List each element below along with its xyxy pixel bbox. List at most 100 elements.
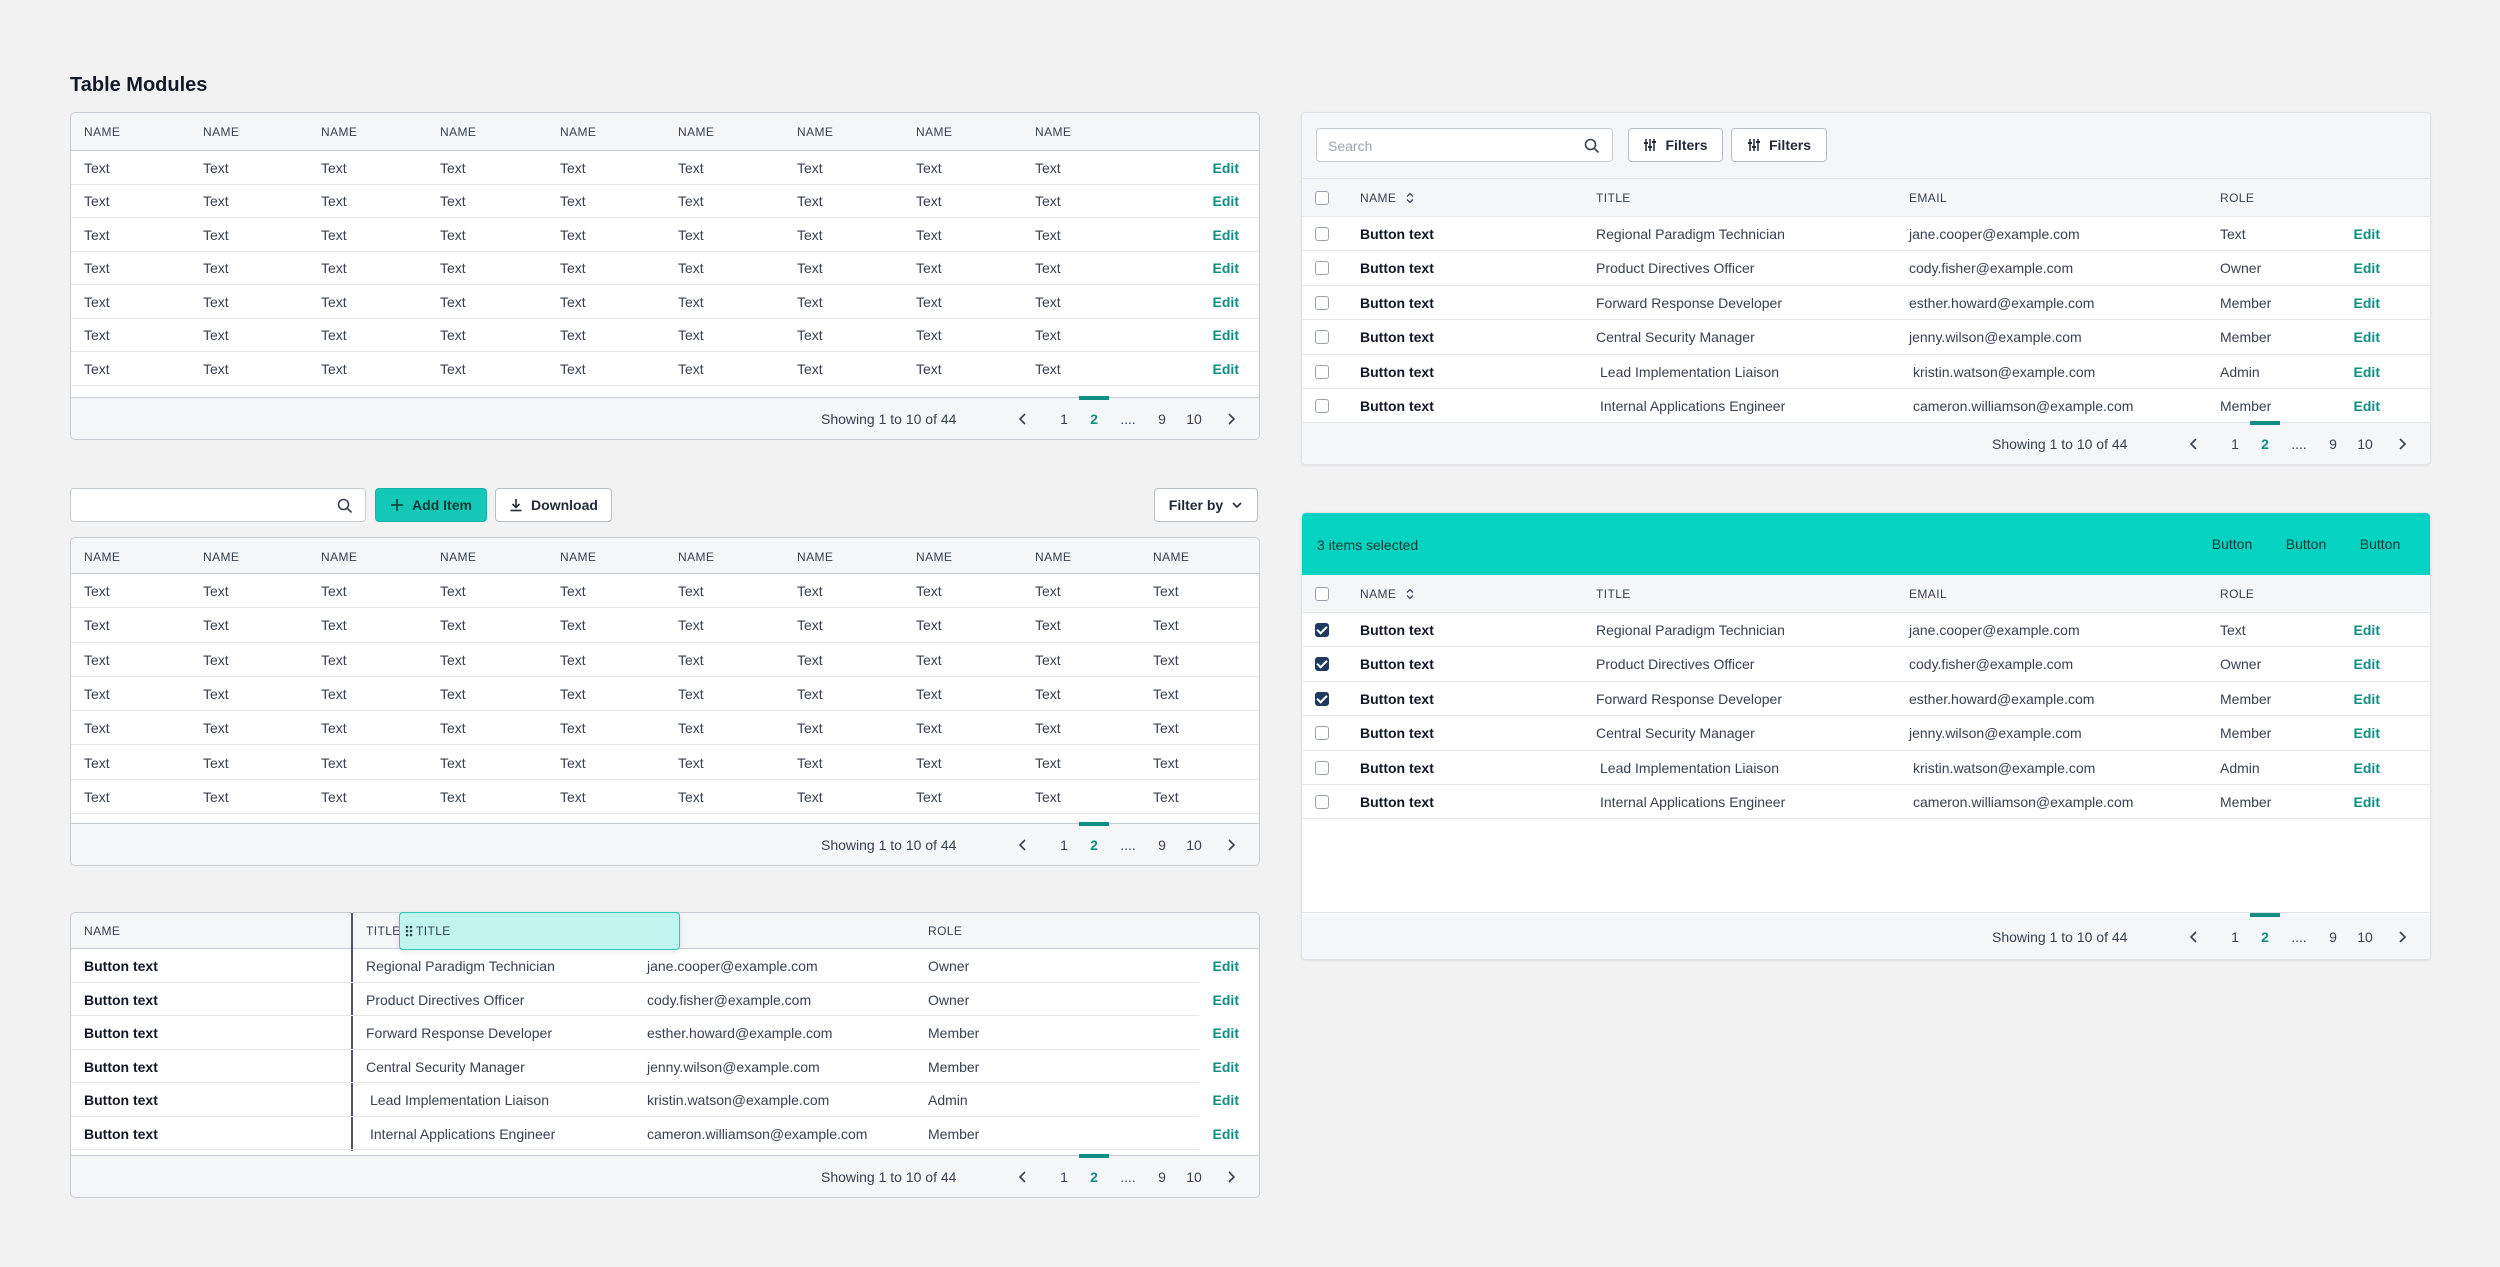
prev-page-button[interactable] — [1011, 398, 1035, 439]
page-button[interactable]: 2 — [2252, 915, 2278, 959]
page-button[interactable]: 1 — [2231, 929, 2239, 945]
header-name[interactable]: NAME — [1360, 587, 1414, 601]
row-name[interactable]: Button text — [1360, 260, 1434, 277]
row-name[interactable]: Button text — [84, 1125, 158, 1142]
edit-link[interactable]: Edit — [1212, 1092, 1239, 1108]
search-input[interactable] — [70, 488, 366, 522]
sort-icon[interactable] — [1406, 192, 1414, 204]
page-button[interactable]: 1 — [2231, 435, 2239, 452]
page-button[interactable]: 1 — [1060, 1168, 1068, 1185]
edit-link[interactable]: Edit — [2353, 794, 2380, 810]
header-name[interactable]: NAME — [84, 924, 121, 938]
row-name[interactable]: Button text — [84, 1025, 158, 1041]
row-checkbox[interactable] — [1315, 364, 1329, 379]
row-name[interactable]: Button text — [84, 1058, 158, 1075]
filters-button-secondary[interactable]: Filters — [1731, 128, 1827, 162]
page-button[interactable]: 9 — [1158, 836, 1166, 853]
row-checkbox[interactable] — [1315, 399, 1329, 413]
bulk-action-button-3[interactable]: Button — [2359, 536, 2401, 552]
next-page-button[interactable] — [2390, 915, 2414, 959]
page-button[interactable]: 9 — [2329, 929, 2337, 945]
prev-page-button[interactable] — [1011, 1156, 1035, 1197]
bulk-action-button-1[interactable]: Button — [2211, 536, 2253, 552]
row-checkbox[interactable] — [1315, 657, 1329, 672]
row-checkbox[interactable] — [1315, 760, 1329, 775]
edit-link[interactable]: Edit — [2353, 226, 2380, 242]
row-checkbox[interactable] — [1315, 330, 1329, 345]
edit-link[interactable]: Edit — [2353, 759, 2380, 776]
select-all-checkbox[interactable] — [1315, 191, 1329, 205]
row-checkbox[interactable] — [1315, 261, 1329, 276]
edit-link[interactable]: Edit — [2353, 329, 2380, 346]
edit-link[interactable]: Edit — [1212, 360, 1239, 377]
dragging-column-header[interactable]: TITLE — [399, 912, 680, 950]
edit-link[interactable]: Edit — [1212, 260, 1239, 277]
header-title[interactable]: TITLE — [1596, 191, 1631, 205]
header-name[interactable]: NAME — [1360, 191, 1414, 205]
header-email[interactable]: EMAIL — [1909, 587, 1948, 601]
next-page-button[interactable] — [1219, 1156, 1243, 1197]
row-name[interactable]: Button text — [84, 958, 158, 974]
row-checkbox[interactable] — [1315, 795, 1329, 809]
page-button[interactable]: 2 — [1081, 824, 1107, 865]
row-name[interactable]: Button text — [1360, 725, 1434, 742]
header-title[interactable]: TITLE — [1596, 587, 1631, 601]
row-checkbox[interactable] — [1315, 623, 1329, 637]
edit-link[interactable]: Edit — [1212, 991, 1239, 1008]
row-name[interactable]: Button text — [1360, 656, 1434, 673]
page-button[interactable]: 2 — [1081, 398, 1107, 439]
prev-page-button[interactable] — [1011, 824, 1035, 865]
row-name[interactable]: Button text — [84, 991, 158, 1008]
edit-link[interactable]: Edit — [1213, 394, 1239, 399]
page-button[interactable]: 10 — [1186, 1168, 1202, 1185]
row-name[interactable]: Button text — [1360, 622, 1434, 638]
page-button[interactable]: 2 — [1081, 1156, 1107, 1197]
prev-page-button[interactable] — [2182, 423, 2206, 464]
header-role[interactable]: ROLE — [928, 924, 963, 938]
prev-page-button[interactable] — [2182, 915, 2206, 959]
row-name[interactable]: Button text — [1360, 363, 1434, 380]
edit-link[interactable]: Edit — [1212, 1125, 1239, 1142]
row-name[interactable]: Button text — [1360, 759, 1434, 776]
download-button[interactable]: Download — [495, 488, 612, 522]
sort-icon[interactable] — [1406, 588, 1414, 600]
row-name[interactable]: Button text — [1360, 294, 1434, 311]
row-checkbox[interactable] — [1315, 227, 1329, 241]
edit-link[interactable]: Edit — [2353, 622, 2380, 638]
page-button[interactable]: 2 — [2252, 423, 2278, 464]
filters-button[interactable]: Filters — [1628, 128, 1723, 162]
edit-link[interactable]: Edit — [2353, 363, 2380, 380]
header-role[interactable]: ROLE — [2220, 191, 2255, 205]
page-button[interactable]: 10 — [2357, 929, 2373, 945]
row-name[interactable]: Button text — [1360, 329, 1434, 346]
page-button[interactable]: 9 — [2329, 435, 2337, 452]
edit-link[interactable]: Edit — [1212, 293, 1239, 310]
row-name[interactable]: Button text — [1360, 226, 1434, 242]
header-title[interactable]: TITLE — [366, 924, 401, 938]
page-button[interactable]: 1 — [1060, 410, 1068, 427]
header-role[interactable]: ROLE — [2220, 587, 2255, 601]
search-input[interactable]: Search — [1316, 128, 1613, 162]
row-checkbox[interactable] — [1315, 295, 1329, 310]
edit-link[interactable]: Edit — [1212, 226, 1239, 243]
filter-by-dropdown[interactable]: Filter by — [1154, 488, 1258, 522]
row-name[interactable]: Button text — [1360, 398, 1434, 414]
page-button[interactable]: 9 — [1158, 410, 1166, 427]
row-checkbox[interactable] — [1315, 726, 1329, 741]
next-page-button[interactable] — [2390, 423, 2414, 464]
next-page-button[interactable] — [1219, 824, 1243, 865]
edit-link[interactable]: Edit — [1212, 159, 1239, 176]
edit-link[interactable]: Edit — [1212, 327, 1239, 344]
edit-link[interactable]: Edit — [2353, 690, 2380, 707]
page-button[interactable]: 10 — [1186, 836, 1202, 853]
page-button[interactable]: 10 — [2357, 435, 2373, 452]
row-name[interactable]: Button text — [1360, 794, 1434, 810]
add-item-button[interactable]: Add Item — [375, 488, 487, 522]
bulk-action-button-2[interactable]: Button — [2285, 536, 2327, 552]
row-name[interactable]: Button text — [1360, 690, 1434, 707]
edit-link[interactable]: Edit — [2353, 294, 2380, 311]
edit-link[interactable]: Edit — [1212, 958, 1239, 974]
row-checkbox[interactable] — [1315, 691, 1329, 706]
edit-link[interactable]: Edit — [2353, 260, 2380, 277]
page-button[interactable]: 1 — [1060, 836, 1068, 853]
